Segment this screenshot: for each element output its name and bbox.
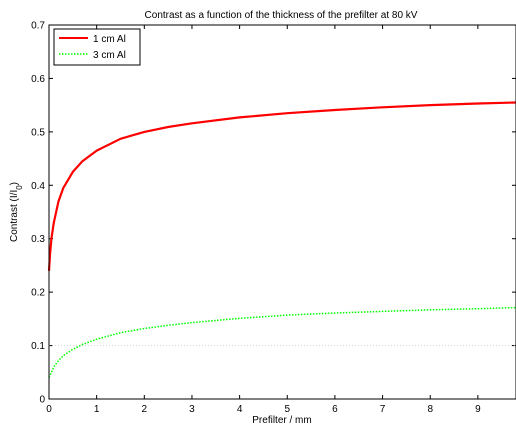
x-tick-label: 5 [284, 404, 290, 415]
x-tick-label: 7 [380, 404, 386, 415]
x-axis: 0 1 2 3 4 5 6 7 8 9 [46, 25, 481, 415]
plot-frame [48, 24, 516, 400]
plot-area [49, 25, 516, 399]
legend-box [53, 28, 141, 66]
x-tick-label: 8 [427, 404, 433, 415]
y-axis-label-main: Contrast (I/I [9, 190, 20, 242]
x-tick-label: 1 [94, 404, 100, 415]
y-tick-label: 0.2 [31, 288, 45, 299]
y-tick-label: 0.1 [31, 341, 45, 352]
y-tick-label: 0.3 [31, 234, 45, 245]
legend-label-1cm: 1 cm Al [93, 34, 126, 45]
x-tick-label: 9 [475, 404, 481, 415]
y-tick-label: 0 [39, 395, 45, 406]
y-tick-label: 0.7 [31, 21, 45, 32]
y-tick-label: 0.6 [31, 74, 45, 85]
x-axis-label: Prefilter / mm [252, 415, 311, 426]
series-layer [47, 101, 516, 378]
y-tick-label: 0.5 [31, 127, 45, 138]
x-tick-label: 0 [46, 404, 52, 415]
y-tick-label: 0.4 [31, 181, 45, 192]
y-axis-label-close: ) [9, 182, 20, 185]
x-tick-label: 2 [142, 404, 148, 415]
series-line-1cm-al [47, 101, 516, 271]
x-tick-label: 4 [237, 404, 243, 415]
series-line-3cm-al [48, 306, 516, 378]
legend: 1 cm Al 3 cm Al [53, 28, 141, 66]
chart-title: Contrast as a function of the thickness … [145, 10, 418, 21]
y-axis-label: Contrast (I/I0) [9, 182, 24, 242]
y-axis: 0 0.1 0.2 0.3 0.4 0.5 0.6 0.7 [31, 21, 516, 406]
y-axis-label-subscript: 0 [15, 185, 24, 190]
x-tick-label: 3 [189, 404, 195, 415]
x-tick-label: 6 [332, 404, 338, 415]
legend-label-3cm: 3 cm Al [93, 50, 126, 61]
